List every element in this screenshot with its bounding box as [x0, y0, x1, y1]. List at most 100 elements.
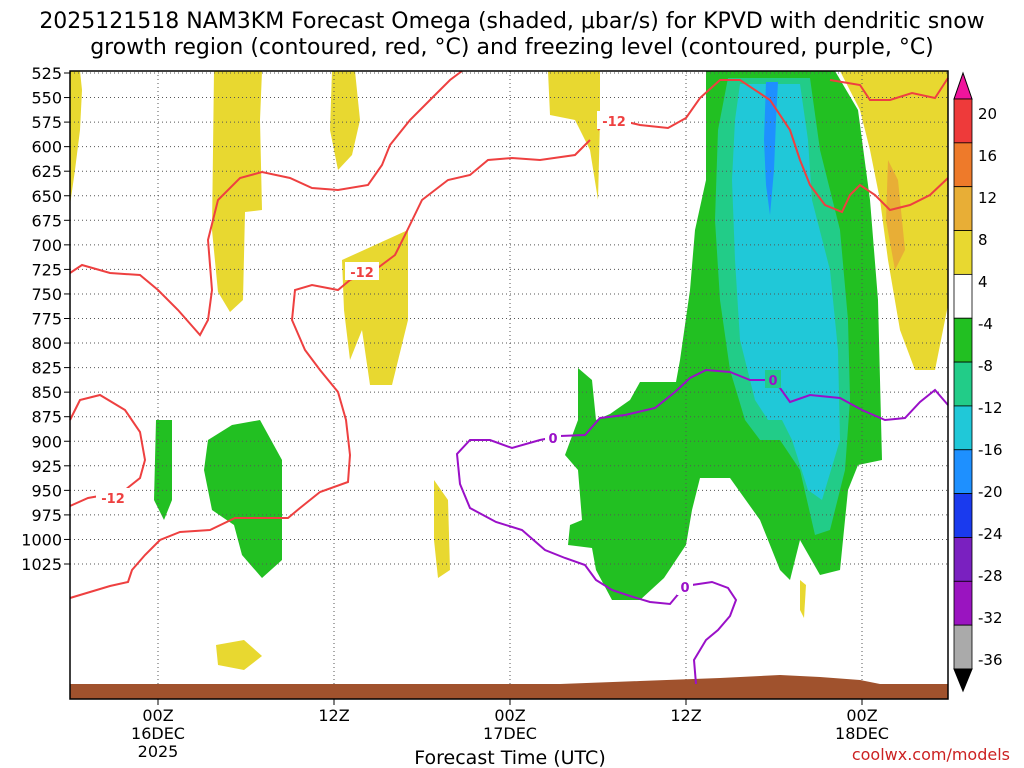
credit-text: coolwx.com/models	[852, 745, 1010, 764]
colorbar-band-12	[953, 624, 973, 670]
y-tick-label-800: 800	[31, 334, 62, 353]
contour-labels: -12 -12 -12 0 0 0	[96, 111, 781, 596]
x-tick-label-3-0: 12Z	[670, 706, 701, 725]
colorbar-band-2	[953, 186, 973, 231]
colorbar-label-11: -28	[978, 567, 1003, 585]
colorbar-band-4	[953, 273, 973, 319]
dsg-label-1: -12	[350, 266, 374, 281]
y-tick-label-525: 525	[31, 64, 62, 83]
x-tick-label-2-1: 17DEC	[483, 724, 537, 743]
dsg-label-bg-1	[345, 262, 379, 280]
orange-region-right	[886, 160, 905, 270]
dsg-contour-upper-2	[597, 79, 949, 214]
terrain-base	[70, 684, 948, 699]
y-tick-label-600: 600	[31, 138, 62, 157]
cyan-region-2	[767, 230, 778, 260]
colorbar-label-2: 12	[978, 189, 997, 207]
colorbar-label-13: -36	[978, 651, 1003, 669]
x-tick-label-0-2: 2025	[138, 742, 179, 761]
colorbar-label-12: -32	[978, 609, 1003, 627]
y-tick-label-850: 850	[31, 383, 62, 402]
colorbar-band-5	[953, 317, 973, 363]
colorbar-band-1	[953, 142, 973, 188]
grid	[70, 71, 948, 699]
yellow-region-12z-upper	[330, 71, 360, 170]
y-tick-label-875: 875	[31, 408, 62, 427]
yellow-region-left-upper	[70, 71, 82, 205]
y-tick-label-900: 900	[31, 432, 62, 451]
colorbar-band-3	[953, 230, 973, 275]
y-tick-label-775: 775	[31, 310, 62, 329]
colorbar: 20 16 12 8 4 -4 -8 -12 -16 -20 -24 -28 -32 -36	[953, 71, 1003, 693]
dsg-label-2: -12	[602, 115, 626, 130]
y-tick-label-1025: 1025	[21, 555, 62, 574]
x-tick-label-0-1: 16DEC	[131, 724, 185, 743]
colorbar-top-triangle	[953, 71, 973, 100]
dsg-contour-upper-3	[829, 77, 949, 101]
fzl-label-bg-1	[545, 428, 561, 446]
y-tick-label-950: 950	[31, 481, 62, 500]
colorbar-band-8	[953, 449, 973, 495]
x-tick-label-2-0: 00Z	[494, 706, 525, 725]
y-tick-label-975: 975	[31, 506, 62, 525]
y-tick-label-650: 650	[31, 187, 62, 206]
fzl-label-2: 0	[768, 374, 777, 389]
colorbar-band-9	[953, 493, 973, 538]
blue-region	[764, 82, 778, 215]
colorbar-label-1: 16	[978, 147, 997, 165]
colorbar-label-9: -20	[978, 483, 1003, 501]
dsg-contour-upper	[69, 70, 463, 337]
dsg-label-bg-3	[96, 488, 130, 506]
x-axis-label: Forecast Time (UTC)	[414, 747, 605, 768]
colorbar-label-0: 20	[978, 105, 997, 123]
y-tick-label-1000: 1000	[21, 530, 62, 549]
y-tick-label-625: 625	[31, 162, 62, 181]
colorbar-band-0	[953, 98, 973, 144]
yellow-region-left-mid	[210, 71, 262, 312]
fzl-label-3: 0	[680, 581, 689, 596]
green-region-left-blob	[204, 420, 282, 578]
fzl-label-bg-3	[677, 577, 693, 595]
x-tick-label-4-0: 00Z	[846, 706, 877, 725]
colorbar-band-10	[953, 537, 973, 582]
y-axis: 525 550 575 600 625 650 675 700 725 750 775 800 825 8…	[21, 64, 70, 574]
yellow-region-17dec-upper	[548, 71, 600, 200]
colorbar-label-5: -4	[978, 315, 993, 333]
plot-frame	[69, 70, 949, 700]
y-tick-label-575: 575	[31, 113, 62, 132]
chart-title: 2025121518 NAM3KM Forecast Omega (shaded…	[39, 9, 984, 34]
dsg-label-bg-2	[597, 111, 631, 129]
x-tick-label-1-0: 12Z	[318, 706, 349, 725]
green-region-left-small	[154, 420, 172, 520]
colorbar-bottom-triangle	[953, 668, 973, 693]
terrain-bump	[560, 675, 880, 684]
colorbar-label-10: -24	[978, 525, 1003, 543]
colorbar-label-7: -12	[978, 399, 1003, 417]
dsg-contour-mid	[69, 139, 591, 599]
y-tick-label-725: 725	[31, 260, 62, 279]
chart-subtitle: growth region (contoured, red, °C) and f…	[90, 35, 934, 60]
yellow-region-small-850	[434, 480, 450, 578]
yellow-region-small-975	[216, 640, 262, 670]
colorbar-label-4: 4	[978, 273, 988, 291]
y-tick-label-550: 550	[31, 89, 62, 108]
y-tick-label-750: 750	[31, 285, 62, 304]
fzl-label-1: 0	[548, 432, 557, 447]
colorbar-label-3: 8	[978, 231, 988, 249]
x-tick-label-0-0: 00Z	[142, 706, 173, 725]
y-tick-label-700: 700	[31, 236, 62, 255]
colorbar-label-8: -16	[978, 441, 1003, 459]
dsg-label-3: -12	[101, 492, 125, 507]
y-tick-label-925: 925	[31, 457, 62, 476]
y-tick-label-825: 825	[31, 359, 62, 378]
y-tick-label-675: 675	[31, 211, 62, 230]
colorbar-band-11	[953, 580, 973, 626]
colorbar-band-6	[953, 361, 973, 407]
contours	[69, 70, 949, 685]
x-tick-label-4-1: 18DEC	[835, 724, 889, 743]
fzl-label-bg-2	[765, 370, 781, 388]
yellow-region-small-925	[800, 580, 806, 618]
colorbar-band-7	[953, 405, 973, 451]
